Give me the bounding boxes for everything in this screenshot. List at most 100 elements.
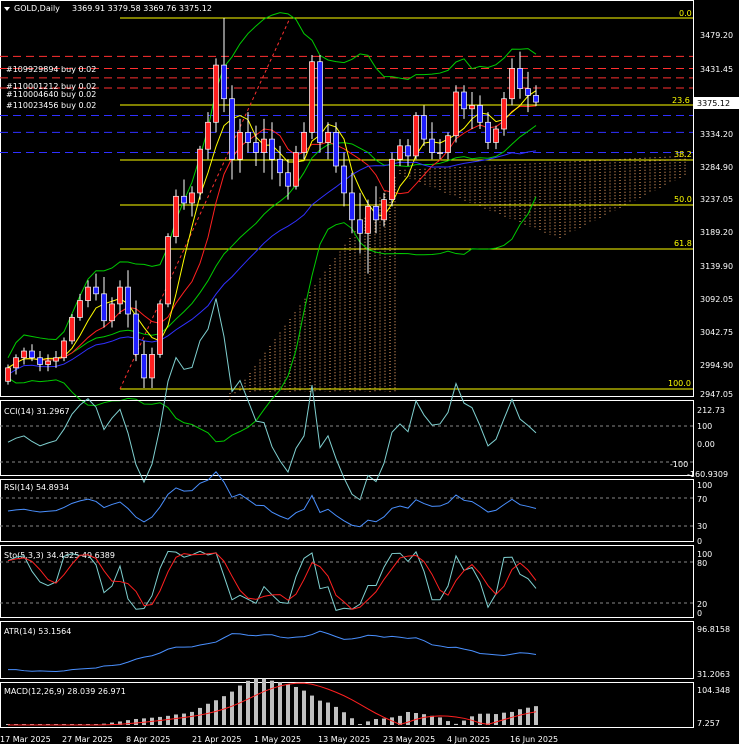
current-price: 3375.12 <box>697 99 730 108</box>
macd-bar <box>286 684 290 725</box>
candle-body <box>293 152 299 187</box>
time-tick: 4 Jun 2025 <box>447 735 490 744</box>
candle-body <box>229 98 235 160</box>
candle-body <box>317 61 323 143</box>
price-tick: 3479.20 <box>700 31 733 40</box>
candle-body <box>5 367 11 382</box>
candle-body <box>21 350 27 359</box>
candle-body <box>517 68 523 89</box>
time-tick: 23 May 2025 <box>383 735 435 744</box>
macd-bar <box>134 718 138 725</box>
macd-bar <box>294 686 298 725</box>
macd-histogram <box>6 678 538 726</box>
candle-body <box>509 68 515 100</box>
macd-bar <box>190 711 194 725</box>
order-lines <box>0 55 693 154</box>
macd-bar <box>118 721 122 725</box>
order-label[interactable]: #109929894 buy 0.02 <box>6 65 96 74</box>
candle-body <box>477 105 483 123</box>
candle-body <box>397 145 403 160</box>
stochastic-tick: 80 <box>697 559 707 568</box>
price-tick: 3431.45 <box>700 65 733 74</box>
candle-body <box>269 138 275 160</box>
rsi-line <box>7 470 537 528</box>
atr-tick: 96.8158 <box>697 625 730 634</box>
rsi-title: RSI(14) 54.8934 <box>4 483 69 492</box>
macd-bar <box>454 723 458 725</box>
candle-body <box>381 199 387 221</box>
time-tick: 27 Mar 2025 <box>62 735 113 744</box>
candle-body <box>445 135 451 153</box>
candle-body <box>365 206 371 234</box>
candle-body <box>501 98 507 130</box>
macd-bar <box>398 715 402 725</box>
macd-bar <box>478 713 482 725</box>
fib-label: 0.0 <box>679 9 692 18</box>
candle-body <box>453 91 459 137</box>
cci-line <box>0 298 693 501</box>
cci-tick: -160.9309 <box>687 470 728 479</box>
macd-bar <box>206 703 210 725</box>
macd-title: MACD(12,26,9) 28.039 26.971 <box>4 687 126 696</box>
rsi-line <box>0 470 693 528</box>
macd-bar <box>422 714 426 725</box>
candle-body <box>149 354 155 379</box>
candle-body <box>109 303 115 322</box>
fib-label: 100.0 <box>668 379 691 388</box>
candle-body <box>197 148 203 194</box>
candle-body <box>117 286 123 305</box>
cci-tick: 100 <box>697 422 712 431</box>
cci-tick: 212.73 <box>697 406 725 415</box>
rsi-tick: 100 <box>697 481 712 490</box>
fib-trend-line <box>119 17 291 390</box>
main-panel-frame <box>0 0 694 397</box>
candle-body <box>261 138 267 153</box>
time-tick: 8 Apr 2025 <box>126 735 170 744</box>
macd-bar <box>406 711 410 725</box>
macd-bar <box>230 691 234 725</box>
candle-body <box>373 206 379 221</box>
price-tick: 2947.05 <box>700 390 733 399</box>
price-overlays <box>7 12 537 443</box>
price-axis[interactable]: 3479.20 3431.45 3334.20 3284.90 3237.05 … <box>694 31 739 399</box>
order-label[interactable]: #110023456 buy 0.02 <box>6 101 96 110</box>
fibonacci-levels[interactable] <box>119 17 693 390</box>
candle-body <box>181 195 187 204</box>
price-tick: 3334.20 <box>700 130 733 139</box>
rsi-tick: 70 <box>697 495 707 504</box>
atr-tick: 31.2063 <box>697 670 730 679</box>
macd-bar <box>382 718 386 725</box>
macd-tick: 7.257 <box>697 719 720 728</box>
macd-panel <box>0 682 694 728</box>
stochastic-main <box>7 550 537 611</box>
cci-panel <box>0 400 694 476</box>
macd-signal-line <box>8 682 537 726</box>
order-label[interactable]: #110001212 buy 0.02 <box>6 82 96 91</box>
macd-bar <box>110 722 114 725</box>
candle-body <box>157 303 163 355</box>
macd-bar <box>462 720 466 725</box>
time-tick: 13 May 2025 <box>318 735 370 744</box>
symbol-title: GOLD,Daily <box>14 4 60 13</box>
order-labels: #109929894 buy 0.02 #110001212 buy 0.02 … <box>6 65 96 110</box>
macd-bar <box>358 724 362 725</box>
candle-body <box>485 121 491 143</box>
fib-label: 61.8 <box>674 239 692 248</box>
macd-bar <box>534 706 538 725</box>
candle-body <box>429 138 435 153</box>
order-label[interactable]: #110004640 buy 0.02 <box>6 90 96 99</box>
candle-body <box>101 293 107 322</box>
time-axis[interactable]: 17 Mar 2025 27 Mar 2025 8 Apr 2025 21 Ap… <box>0 735 558 744</box>
bollinger-upper <box>7 12 537 358</box>
candle-body <box>133 313 139 355</box>
macd-bar <box>350 718 354 725</box>
macd-bar <box>510 711 514 725</box>
macd-bar <box>102 723 106 725</box>
cci-tick: -100 <box>670 460 688 469</box>
candle-body <box>205 121 211 150</box>
price-tick: 3042.75 <box>700 328 733 337</box>
symbol-menu-icon[interactable] <box>4 7 10 11</box>
candle-body <box>165 236 171 305</box>
atr-panel <box>0 621 694 679</box>
